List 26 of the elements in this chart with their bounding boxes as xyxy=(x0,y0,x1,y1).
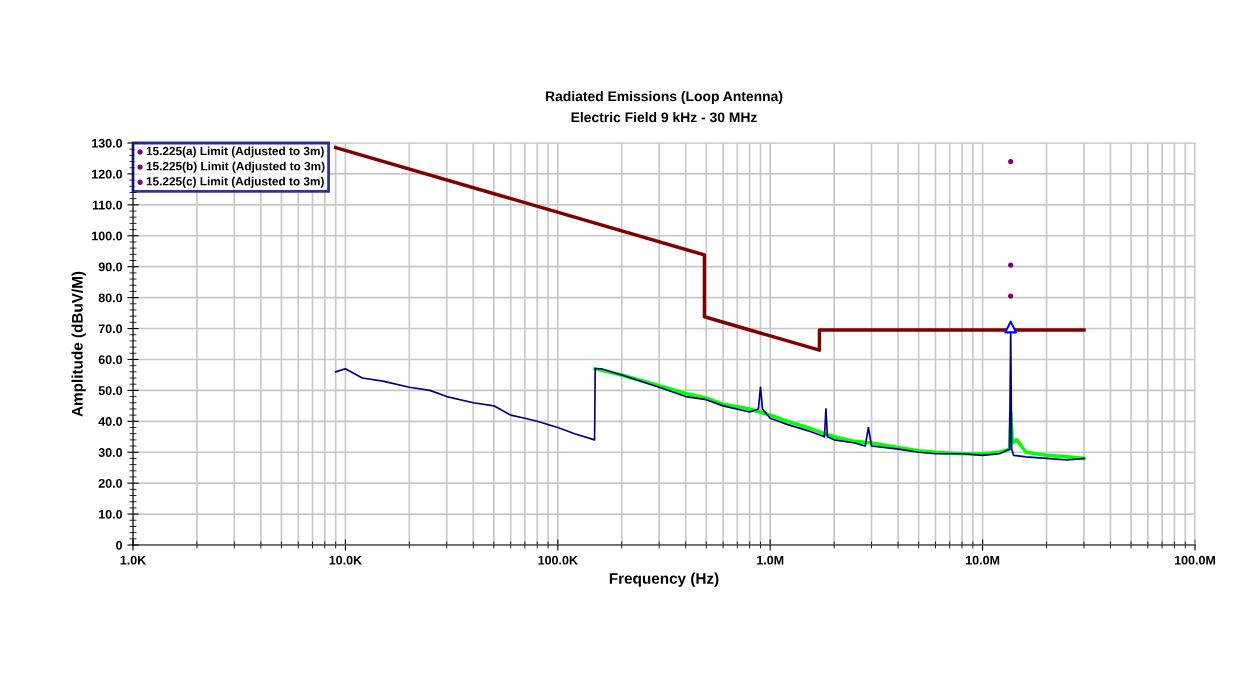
y-tick-label: 30.0 xyxy=(98,448,123,457)
legend-label: 15.225(b) Limit (Adjusted to 3m) xyxy=(146,161,325,173)
y-tick-label: 0 xyxy=(116,540,123,550)
y-tick-label: 10.0 xyxy=(99,509,123,519)
legend-label: 15.225(c) Limit (Adjusted to 3m) xyxy=(146,176,324,188)
y-tick-label: 100.0 xyxy=(92,231,123,241)
y-tick-label: 130.0 xyxy=(92,138,123,148)
x-tick-label: 1.0M xyxy=(757,555,784,565)
y-tick-label: 20.0 xyxy=(98,478,123,488)
y-tick-label: 70.0 xyxy=(98,324,123,334)
y-tick-label: 40.0 xyxy=(98,417,123,426)
chart-subtitle: Radiated Emissions (Loop Antenna) Electric Field 9 kHz - 30 MHz xyxy=(545,91,783,123)
y-tick-label: 110.0 xyxy=(92,200,123,210)
x-tick-label: 100.0K xyxy=(538,555,578,565)
x-tick-label: 100.0M xyxy=(1174,555,1216,565)
y-tick-label: 60.0 xyxy=(98,355,123,365)
legend-label: 15.225(a) Limit (Adjusted to 3m) xyxy=(146,146,324,158)
y-tick-label: 50.0 xyxy=(98,386,123,396)
x-tick-label: 10.0K xyxy=(329,555,362,565)
x-tick-label: 1.0K xyxy=(120,555,147,565)
x-axis-title: Frequency (Hz) xyxy=(609,572,719,587)
y-tick-label: 80.0 xyxy=(98,293,123,303)
y-axis-title: Amplitude (dBuV/M) xyxy=(71,271,86,417)
y-tick-label: 90.0 xyxy=(98,262,123,272)
x-tick-label: 10.0M xyxy=(966,555,1000,565)
y-tick-label: 120.0 xyxy=(92,169,123,179)
